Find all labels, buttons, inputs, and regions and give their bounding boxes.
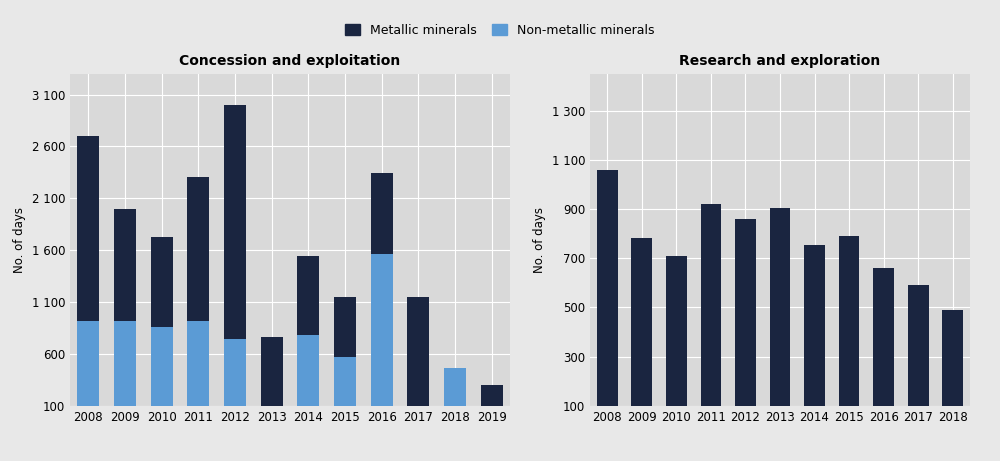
Bar [77,321,99,406]
Bar [151,236,173,327]
Bar [114,321,136,406]
Bar [261,337,283,406]
Bar [873,268,894,406]
Bar [701,204,721,406]
Bar [666,256,687,406]
Bar [334,357,356,406]
Legend: Metallic minerals, Non-metallic minerals: Metallic minerals, Non-metallic minerals [345,24,655,37]
Bar [187,177,209,321]
Bar [839,236,859,406]
Bar [631,238,652,406]
Bar [770,208,790,406]
Bar [334,297,356,357]
Bar [371,173,393,254]
Title: Research and exploration: Research and exploration [679,54,881,68]
Bar [908,285,929,406]
Y-axis label: No. of days: No. of days [13,207,26,273]
Y-axis label: No. of days: No. of days [533,207,546,273]
Bar [481,385,503,406]
Bar [735,219,756,406]
Bar [297,256,319,335]
Bar [187,321,209,406]
Bar [942,310,963,406]
Bar [407,297,429,406]
Bar [297,335,319,406]
Bar [597,170,618,406]
Bar [804,245,825,406]
Bar [224,339,246,406]
Bar [444,368,466,406]
Title: Concession and exploitation: Concession and exploitation [179,54,401,68]
Bar [224,105,246,339]
Bar [371,254,393,406]
Bar [77,136,99,321]
Bar [151,327,173,406]
Bar [114,208,136,321]
